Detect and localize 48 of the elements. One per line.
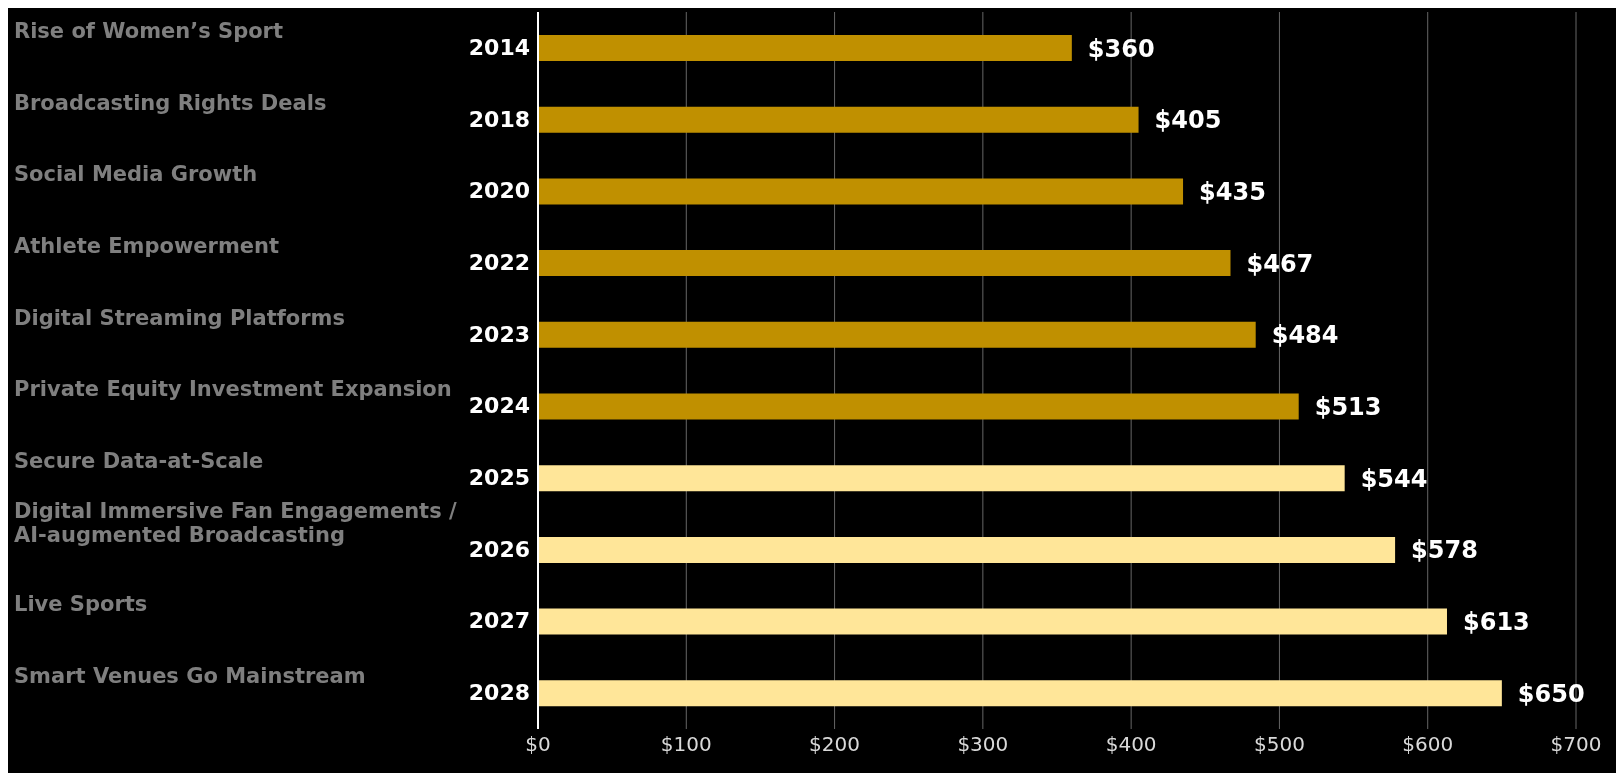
data-label: $484 [1271, 321, 1339, 350]
y-tick-label: 2022 [468, 249, 530, 275]
data-label: $435 [1199, 177, 1266, 206]
x-tick-label: $100 [660, 732, 712, 757]
text: Private Equity Investment Expansion [14, 377, 452, 402]
data-label: $360 [1087, 34, 1155, 63]
bar [538, 680, 1502, 707]
x-tick-label: $500 [1253, 732, 1305, 757]
bar [538, 321, 1256, 348]
data-label: $405 [1154, 106, 1222, 135]
text: Social Media Growth [14, 162, 258, 187]
text: Rise of Women’s Sport [14, 18, 283, 43]
bar [538, 536, 1396, 563]
y-tick-label: 2014 [468, 34, 530, 60]
x-tick-label: $600 [1402, 732, 1454, 757]
y-tick-label: 2027 [468, 608, 530, 634]
text: Digital Immersive Fan Engagements / AI-augmented Broadcasting [14, 498, 457, 547]
y-tick-label: 2023 [468, 321, 530, 347]
bar [538, 465, 1345, 492]
data-label: $467 [1246, 249, 1314, 278]
y-tick-label: 2018 [468, 106, 530, 132]
bar [538, 393, 1299, 420]
data-label: $650 [1517, 679, 1585, 708]
y-tick-label: 2025 [468, 465, 530, 491]
data-label: $544 [1360, 464, 1428, 493]
text: Secure Data-at-Scale [14, 449, 264, 474]
bar [538, 250, 1231, 277]
y-tick-label: 2026 [468, 536, 530, 562]
text: Athlete Empowerment [14, 233, 280, 258]
bar [538, 106, 1139, 133]
bar [538, 35, 1072, 61]
text: Broadcasting Rights Deals [14, 90, 327, 115]
text: Digital Streaming Platforms [14, 305, 345, 330]
text: Smart Venues Go Mainstream [14, 664, 366, 689]
text: Live Sports [14, 592, 148, 617]
x-tick-label: $300 [957, 732, 1009, 757]
x-tick-label: $400 [1105, 732, 1157, 757]
x-tick-label: $200 [809, 732, 861, 757]
data-label: $578 [1411, 536, 1478, 565]
x-tick-label: $700 [1550, 732, 1602, 757]
data-label: $513 [1314, 393, 1382, 422]
y-tick-label: 2024 [468, 393, 530, 419]
x-tick-label: $0 [525, 732, 551, 757]
y-tick-label: 2028 [468, 680, 530, 706]
data-label: $613 [1462, 608, 1530, 637]
y-tick-label: 2020 [468, 178, 530, 204]
bar [538, 608, 1447, 635]
bar [538, 178, 1184, 205]
